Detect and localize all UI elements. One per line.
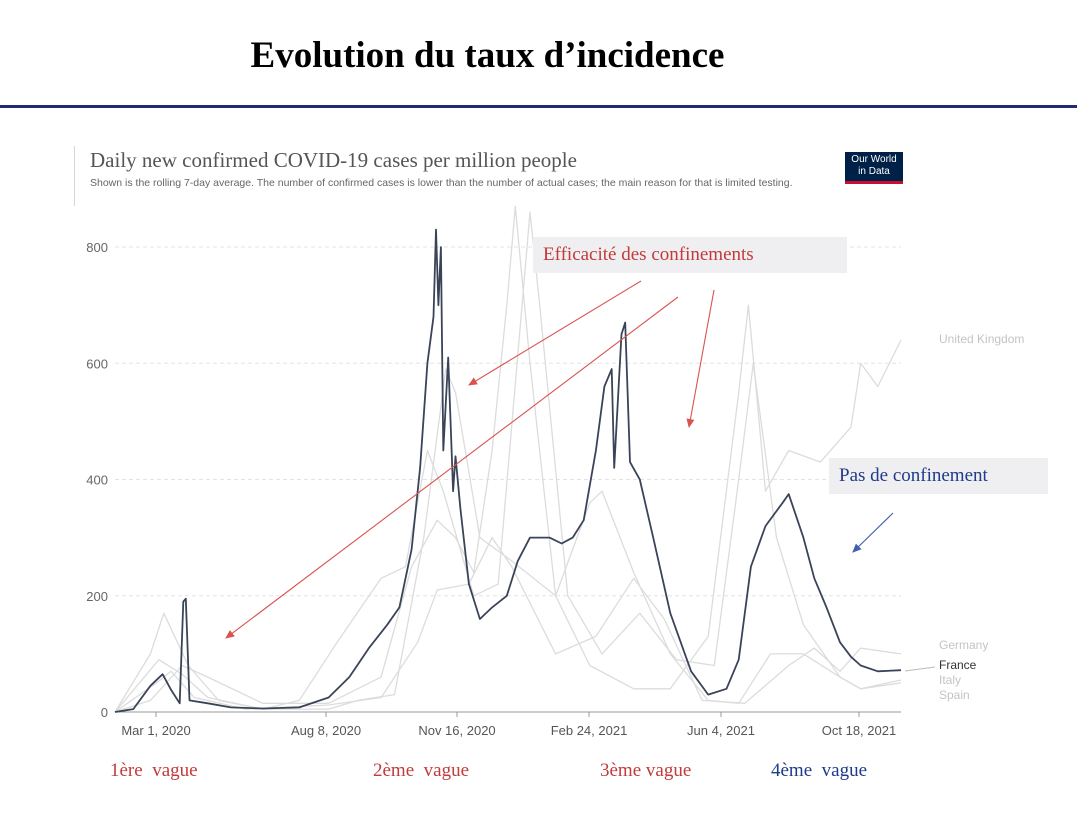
owid-logo-line2: in Data [858,166,890,177]
annotation-lockdown-efficacy: Efficacité des confinements [533,237,847,273]
legend-connector [904,666,936,672]
y-tick-label: 200 [86,589,108,604]
x-tick-label: Nov 16, 2020 [418,723,495,738]
legend-label-germany[interactable]: Germany [939,638,988,652]
arrow-to-wave-1 [225,296,679,639]
series-line-germany[interactable] [114,536,902,713]
title-rule [0,105,1077,108]
series-line-spain[interactable] [114,211,902,713]
annotation-arrows [225,280,894,639]
wave-label-4: 4ème vague [771,760,868,781]
legend-label-spain[interactable]: Spain [939,688,970,702]
annotation-no-lockdown: Pas de confinement [829,458,1048,494]
x-tick-label: Aug 8, 2020 [291,723,361,738]
chart-header: Daily new confirmed COVID-19 cases per m… [74,146,830,206]
y-tick-labels: 0 200 400 600 800 [86,240,108,720]
x-tick-labels: Mar 1, 2020 Aug 8, 2020 Nov 16, 2020 Feb 24… [121,712,896,738]
arrow-to-wave-3 [686,289,715,428]
chart-subtitle: Shown is the rolling 7-day average. The … [90,177,793,189]
chart-title: Daily new confirmed COVID-19 cases per m… [90,148,577,172]
series-line-united-kingdom[interactable] [114,205,902,713]
y-tick-label: 0 [101,705,108,720]
series-line-france[interactable] [114,228,902,713]
y-tick-label: 400 [86,473,108,488]
wave-label-1: 1ère vague [110,760,198,781]
owid-logo-line1: Our World [851,154,897,165]
grid-lines [115,246,901,713]
x-tick-label: Feb 24, 2021 [551,723,628,738]
x-tick-label: Oct 18, 2021 [822,723,896,738]
legend-label-united-kingdom[interactable]: United Kingdom [939,332,1024,346]
owid-logo[interactable]: Our World in Data [845,152,903,184]
wave-label-2: 2ème vague [373,760,470,781]
slide-title: Evolution du taux d’incidence [250,35,725,76]
x-tick-label: Mar 1, 2020 [121,723,190,738]
arrow-to-wave-4 [852,512,894,553]
y-tick-label: 800 [86,240,108,255]
series-line-italy[interactable] [114,368,902,713]
legend-label-italy[interactable]: Italy [939,673,961,687]
x-tick-label: Jun 4, 2021 [687,723,755,738]
legend-label-france[interactable]: France [939,658,977,672]
series-lines [114,205,902,713]
y-tick-label: 600 [86,356,108,371]
arrow-to-wave-2 [468,280,642,386]
wave-label-3: 3ème vague [600,760,692,781]
